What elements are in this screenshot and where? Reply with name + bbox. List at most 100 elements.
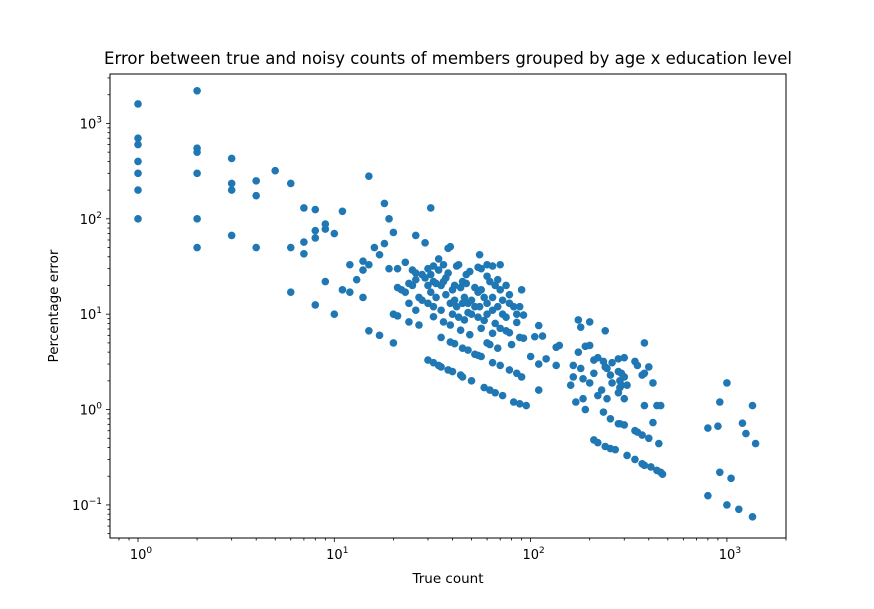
data-point [401, 288, 410, 297]
data-point [585, 318, 594, 326]
data-point [454, 260, 463, 269]
data-point [507, 340, 516, 349]
data-point [311, 301, 320, 309]
data-point [579, 394, 587, 403]
data-point [193, 148, 201, 156]
data-point [748, 401, 757, 410]
data-point [608, 379, 616, 387]
data-point [454, 313, 463, 321]
data-point [496, 260, 505, 269]
data-point [439, 260, 448, 269]
data-point [534, 386, 543, 394]
data-point [439, 318, 448, 326]
data-point [594, 353, 602, 362]
data-point [655, 439, 663, 448]
data-point [480, 316, 488, 325]
x-tick-label: 103 [719, 546, 741, 563]
data-point [450, 296, 459, 305]
data-point [519, 334, 528, 343]
x-tick-label: 101 [326, 546, 348, 563]
data-point [599, 408, 608, 416]
data-point [505, 328, 514, 337]
data-point [542, 355, 550, 363]
data-point [509, 398, 518, 406]
data-point [502, 313, 510, 321]
data-point [486, 277, 494, 286]
data-point [380, 239, 389, 248]
data-point [644, 363, 653, 371]
data-point [227, 179, 236, 188]
data-point [640, 461, 649, 470]
data-point [498, 391, 507, 400]
data-point [330, 310, 339, 318]
data-point [271, 166, 280, 175]
data-point [623, 451, 631, 460]
data-point [359, 266, 367, 274]
data-point [620, 421, 629, 429]
data-point [496, 324, 505, 333]
data-point [450, 281, 459, 290]
data-point [585, 341, 594, 350]
data-point [408, 281, 417, 290]
data-point [456, 283, 465, 292]
data-point [311, 205, 320, 214]
data-point [460, 293, 469, 302]
data-point [321, 277, 330, 286]
data-point [649, 379, 657, 387]
data-point [656, 401, 665, 410]
data-point [704, 491, 712, 500]
data-point [134, 100, 142, 108]
y-tick-label: 101 [80, 306, 102, 323]
data-point [227, 186, 236, 194]
data-point [512, 310, 521, 318]
data-point [300, 238, 308, 246]
y-tick-label: 100 [80, 402, 103, 419]
data-point [572, 398, 580, 406]
data-point [488, 293, 497, 302]
data-point [448, 310, 457, 318]
data-point [134, 134, 142, 143]
data-point [227, 154, 236, 163]
data-point [193, 243, 201, 252]
data-point [590, 369, 598, 378]
data-point [311, 234, 320, 242]
data-point [477, 324, 485, 333]
data-point [227, 231, 236, 240]
data-point [311, 226, 320, 235]
data-point [424, 281, 432, 290]
y-axis-label: Percentage error [46, 249, 62, 362]
data-point [638, 431, 646, 439]
data-point [498, 296, 507, 305]
data-point [405, 299, 413, 308]
plot-frame [109, 73, 787, 539]
data-point [608, 358, 616, 367]
data-point [515, 302, 524, 311]
data-point [426, 288, 435, 297]
data-point [385, 215, 393, 223]
data-point [491, 319, 499, 328]
data-point [448, 367, 457, 376]
data-point [477, 264, 485, 273]
data-point [252, 177, 260, 185]
data-point [300, 249, 308, 258]
data-point [418, 296, 426, 305]
data-point [375, 250, 384, 259]
data-point [477, 286, 485, 294]
data-point [738, 419, 747, 427]
data-point [505, 290, 514, 299]
x-tick-label: 102 [522, 546, 544, 563]
data-point [727, 474, 735, 483]
data-point [491, 281, 499, 290]
data-point [450, 339, 459, 348]
data-point [437, 333, 445, 342]
data-point [633, 361, 642, 370]
data-point [411, 306, 420, 315]
data-point [424, 299, 432, 308]
data-point [434, 255, 443, 263]
data-point [620, 394, 629, 403]
data-point [502, 281, 510, 290]
data-point [644, 434, 653, 443]
data-point [488, 329, 497, 338]
data-point [300, 204, 308, 212]
